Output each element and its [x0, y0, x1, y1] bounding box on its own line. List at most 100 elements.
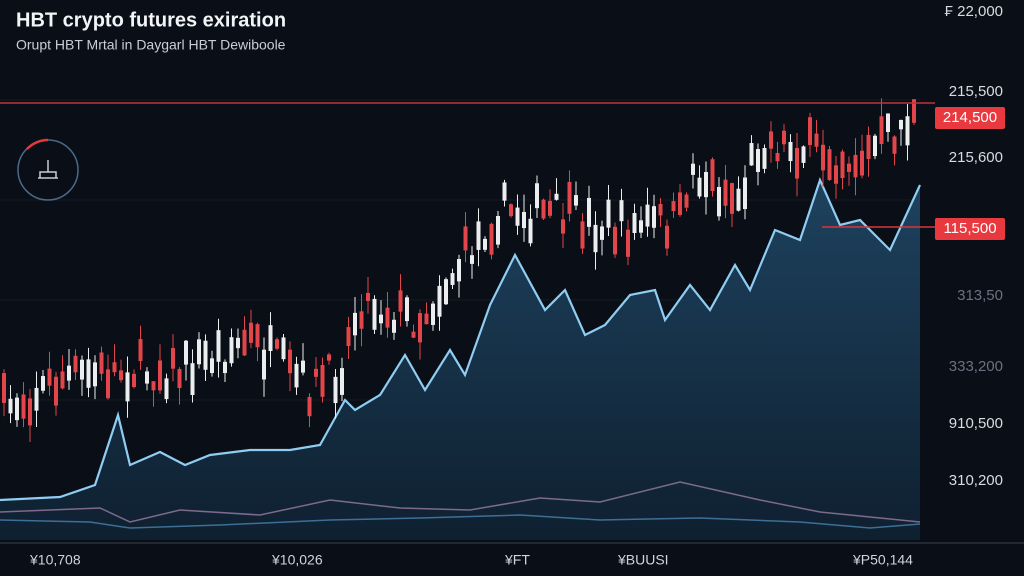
candle-body: [392, 319, 396, 333]
candle-body: [281, 337, 286, 360]
candle-body: [775, 153, 780, 162]
candle-body: [613, 226, 617, 255]
candle-body: [873, 135, 877, 157]
candle-body: [80, 359, 84, 380]
price-label: 115,500: [943, 220, 996, 237]
candle-body: [723, 179, 728, 206]
icon-ring-accent: [26, 138, 49, 150]
candle-body: [21, 394, 26, 419]
candle-body: [665, 225, 669, 249]
candle-body: [652, 206, 656, 228]
time-label: ¥FT: [504, 552, 530, 568]
candle-body: [450, 273, 455, 285]
candle-body: [587, 197, 591, 227]
candle-body: [483, 238, 487, 250]
candle-body: [574, 195, 578, 206]
candle-body: [756, 149, 760, 173]
candle-body: [119, 370, 123, 381]
candle-body: [28, 398, 32, 426]
candle-body: [216, 330, 221, 362]
candle-body: [730, 183, 734, 214]
candle-body: [138, 339, 143, 362]
candle-body: [67, 365, 71, 381]
candle-body: [808, 117, 812, 146]
candle-body: [515, 207, 520, 226]
candle-body: [229, 337, 234, 364]
candle-body: [353, 312, 357, 336]
candle-body: [463, 226, 468, 251]
candle-body: [171, 348, 175, 369]
candle-body: [346, 327, 351, 346]
candle-body: [600, 226, 604, 240]
price-label: 333,200: [949, 358, 1003, 375]
candle-body: [691, 163, 695, 175]
candle-body: [112, 362, 117, 373]
candle-body: [2, 373, 6, 403]
candle-body: [782, 130, 786, 145]
candle-body: [314, 368, 318, 377]
price-label: 214,500: [943, 109, 997, 126]
candle-body: [645, 204, 650, 227]
candle-body: [210, 358, 214, 374]
time-label: ¥BUUSI: [617, 552, 669, 568]
right-axis: ₣ 22,000 215,500 214,500 215,600 115,500 313,…: [935, 3, 1005, 489]
candle-body: [899, 119, 903, 130]
price-line: [0, 176, 921, 502]
candle-body: [8, 398, 13, 414]
candle-body: [509, 204, 513, 217]
candle-body: [554, 193, 559, 200]
candle-body: [93, 362, 97, 387]
candle-body: [678, 192, 682, 215]
candle-body: [99, 352, 104, 374]
candle-body: [164, 378, 169, 400]
candle-body: [489, 223, 494, 255]
candle-body: [340, 368, 344, 395]
candle-body: [366, 292, 370, 302]
candle-body: [866, 134, 871, 160]
price-label: 215,600: [949, 149, 1003, 166]
candle-body: [476, 221, 481, 250]
candle-body: [236, 337, 240, 349]
candle-body: [398, 290, 403, 312]
candle-body: [821, 144, 825, 171]
title: HBT crypto futures exiration: [16, 9, 286, 31]
candle-body: [626, 229, 630, 257]
price-badge: [935, 107, 1005, 129]
candle-body: [860, 150, 864, 176]
candle-body: [15, 397, 19, 421]
candle-body: [548, 200, 552, 216]
candle-body: [912, 99, 916, 123]
candle-body: [411, 331, 416, 338]
candle-body: [242, 329, 247, 356]
candle-body: [658, 203, 663, 216]
price-label: 310,200: [949, 472, 1003, 489]
price-label: ₣ 22,000: [945, 3, 1003, 20]
candles: [2, 98, 916, 443]
candle-body: [606, 199, 611, 228]
candle-body: [561, 219, 565, 234]
candle-body: [86, 359, 91, 388]
candle-body: [151, 381, 156, 391]
candle-body: [502, 182, 507, 201]
icon-glyph[interactable]: [38, 160, 58, 179]
candle-body: [522, 211, 526, 229]
candle-body: [34, 387, 39, 411]
price-label: 313,50: [957, 287, 1003, 304]
candle-body: [262, 349, 266, 380]
price-label: 910,500: [949, 415, 1003, 432]
candle-body: [444, 279, 448, 305]
candle-body: [190, 363, 195, 396]
indicator-line: [0, 481, 921, 523]
candle-body: [593, 224, 598, 253]
candle-body: [827, 149, 832, 181]
candle-body: [333, 376, 338, 404]
candle-body: [684, 194, 689, 208]
indicator-line: [0, 514, 921, 529]
candle-body: [268, 325, 273, 351]
candle-body: [249, 322, 253, 343]
candle-body: [580, 221, 585, 249]
candle-body: [834, 165, 838, 184]
time-label: ¥10,026: [271, 552, 323, 568]
time-label: ¥P50,144: [852, 552, 913, 568]
